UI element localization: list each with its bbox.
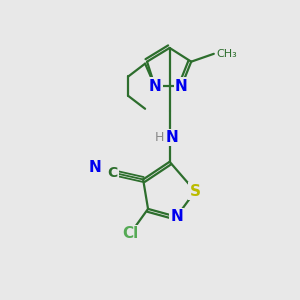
Text: C: C <box>108 166 118 180</box>
Text: H: H <box>155 131 164 144</box>
Text: S: S <box>190 184 201 199</box>
Text: Cl: Cl <box>122 226 139 241</box>
Text: N: N <box>89 160 101 175</box>
Text: N: N <box>175 79 188 94</box>
Text: CH₃: CH₃ <box>217 49 238 59</box>
Text: N: N <box>148 79 161 94</box>
Text: N: N <box>165 130 178 145</box>
Text: N: N <box>170 209 183 224</box>
